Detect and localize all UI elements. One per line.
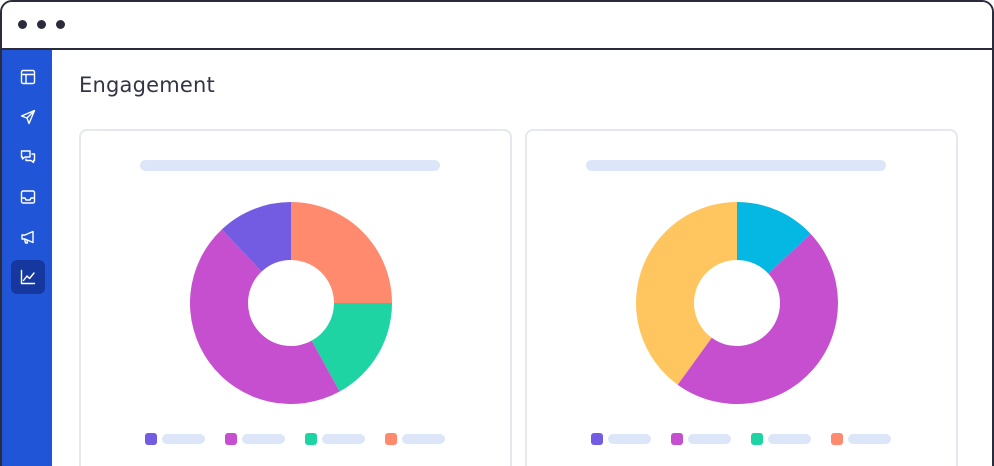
legend-label-placeholder bbox=[608, 434, 651, 444]
chart-title-placeholder bbox=[586, 160, 886, 171]
window-control-dot[interactable] bbox=[18, 20, 27, 29]
legend-item[interactable] bbox=[305, 432, 385, 446]
sidebar-item-conversations[interactable] bbox=[11, 140, 45, 174]
donut-slice[interactable] bbox=[737, 202, 811, 274]
legend-swatch bbox=[671, 433, 683, 445]
legend-swatch bbox=[225, 433, 237, 445]
megaphone-icon bbox=[21, 230, 34, 244]
legend-swatch bbox=[831, 433, 843, 445]
sidebar bbox=[2, 50, 52, 466]
legend-swatch bbox=[305, 433, 317, 445]
window-titlebar bbox=[2, 2, 992, 50]
legend-item[interactable] bbox=[225, 432, 305, 446]
chat-icon bbox=[20, 150, 36, 164]
chart-card bbox=[79, 129, 512, 466]
page-title: Engagement bbox=[79, 73, 215, 97]
sidebar-item-analytics[interactable] bbox=[11, 260, 45, 294]
donut-slice[interactable] bbox=[221, 202, 291, 272]
send-icon bbox=[20, 109, 36, 125]
legend-item[interactable] bbox=[591, 432, 671, 446]
legend-item[interactable] bbox=[671, 432, 751, 446]
chart-card bbox=[525, 129, 958, 466]
layout-icon bbox=[20, 69, 36, 85]
donut-slice[interactable] bbox=[190, 229, 340, 404]
donut-chart bbox=[190, 202, 392, 404]
donut-slice[interactable] bbox=[291, 202, 392, 303]
legend-item[interactable] bbox=[145, 432, 225, 446]
legend-label-placeholder bbox=[688, 434, 731, 444]
legend-swatch bbox=[751, 433, 763, 445]
legend-swatch bbox=[385, 433, 397, 445]
chart-title-placeholder bbox=[140, 160, 440, 171]
donut-slice[interactable] bbox=[311, 303, 392, 392]
legend-item[interactable] bbox=[385, 432, 465, 446]
legend-swatch bbox=[145, 433, 157, 445]
legend-swatch bbox=[591, 433, 603, 445]
legend-label-placeholder bbox=[242, 434, 285, 444]
window-control-dot[interactable] bbox=[56, 20, 65, 29]
inbox-icon bbox=[20, 190, 36, 204]
window-control-dot[interactable] bbox=[37, 20, 46, 29]
legend-item[interactable] bbox=[831, 432, 911, 446]
legend-label-placeholder bbox=[322, 434, 365, 444]
donut-slice[interactable] bbox=[636, 202, 737, 385]
legend-label-placeholder bbox=[768, 434, 811, 444]
legend-item[interactable] bbox=[751, 432, 831, 446]
sidebar-item-inbox[interactable] bbox=[11, 180, 45, 214]
donut-slice[interactable] bbox=[677, 233, 838, 405]
donut-chart bbox=[636, 202, 838, 405]
sidebar-item-publish[interactable] bbox=[11, 100, 45, 134]
sidebar-item-campaigns[interactable] bbox=[11, 220, 45, 254]
legend-label-placeholder bbox=[402, 434, 445, 444]
analytics-icon bbox=[20, 269, 36, 285]
sidebar-item-dashboard[interactable] bbox=[11, 60, 45, 94]
legend-label-placeholder bbox=[848, 434, 891, 444]
legend-label-placeholder bbox=[162, 434, 205, 444]
